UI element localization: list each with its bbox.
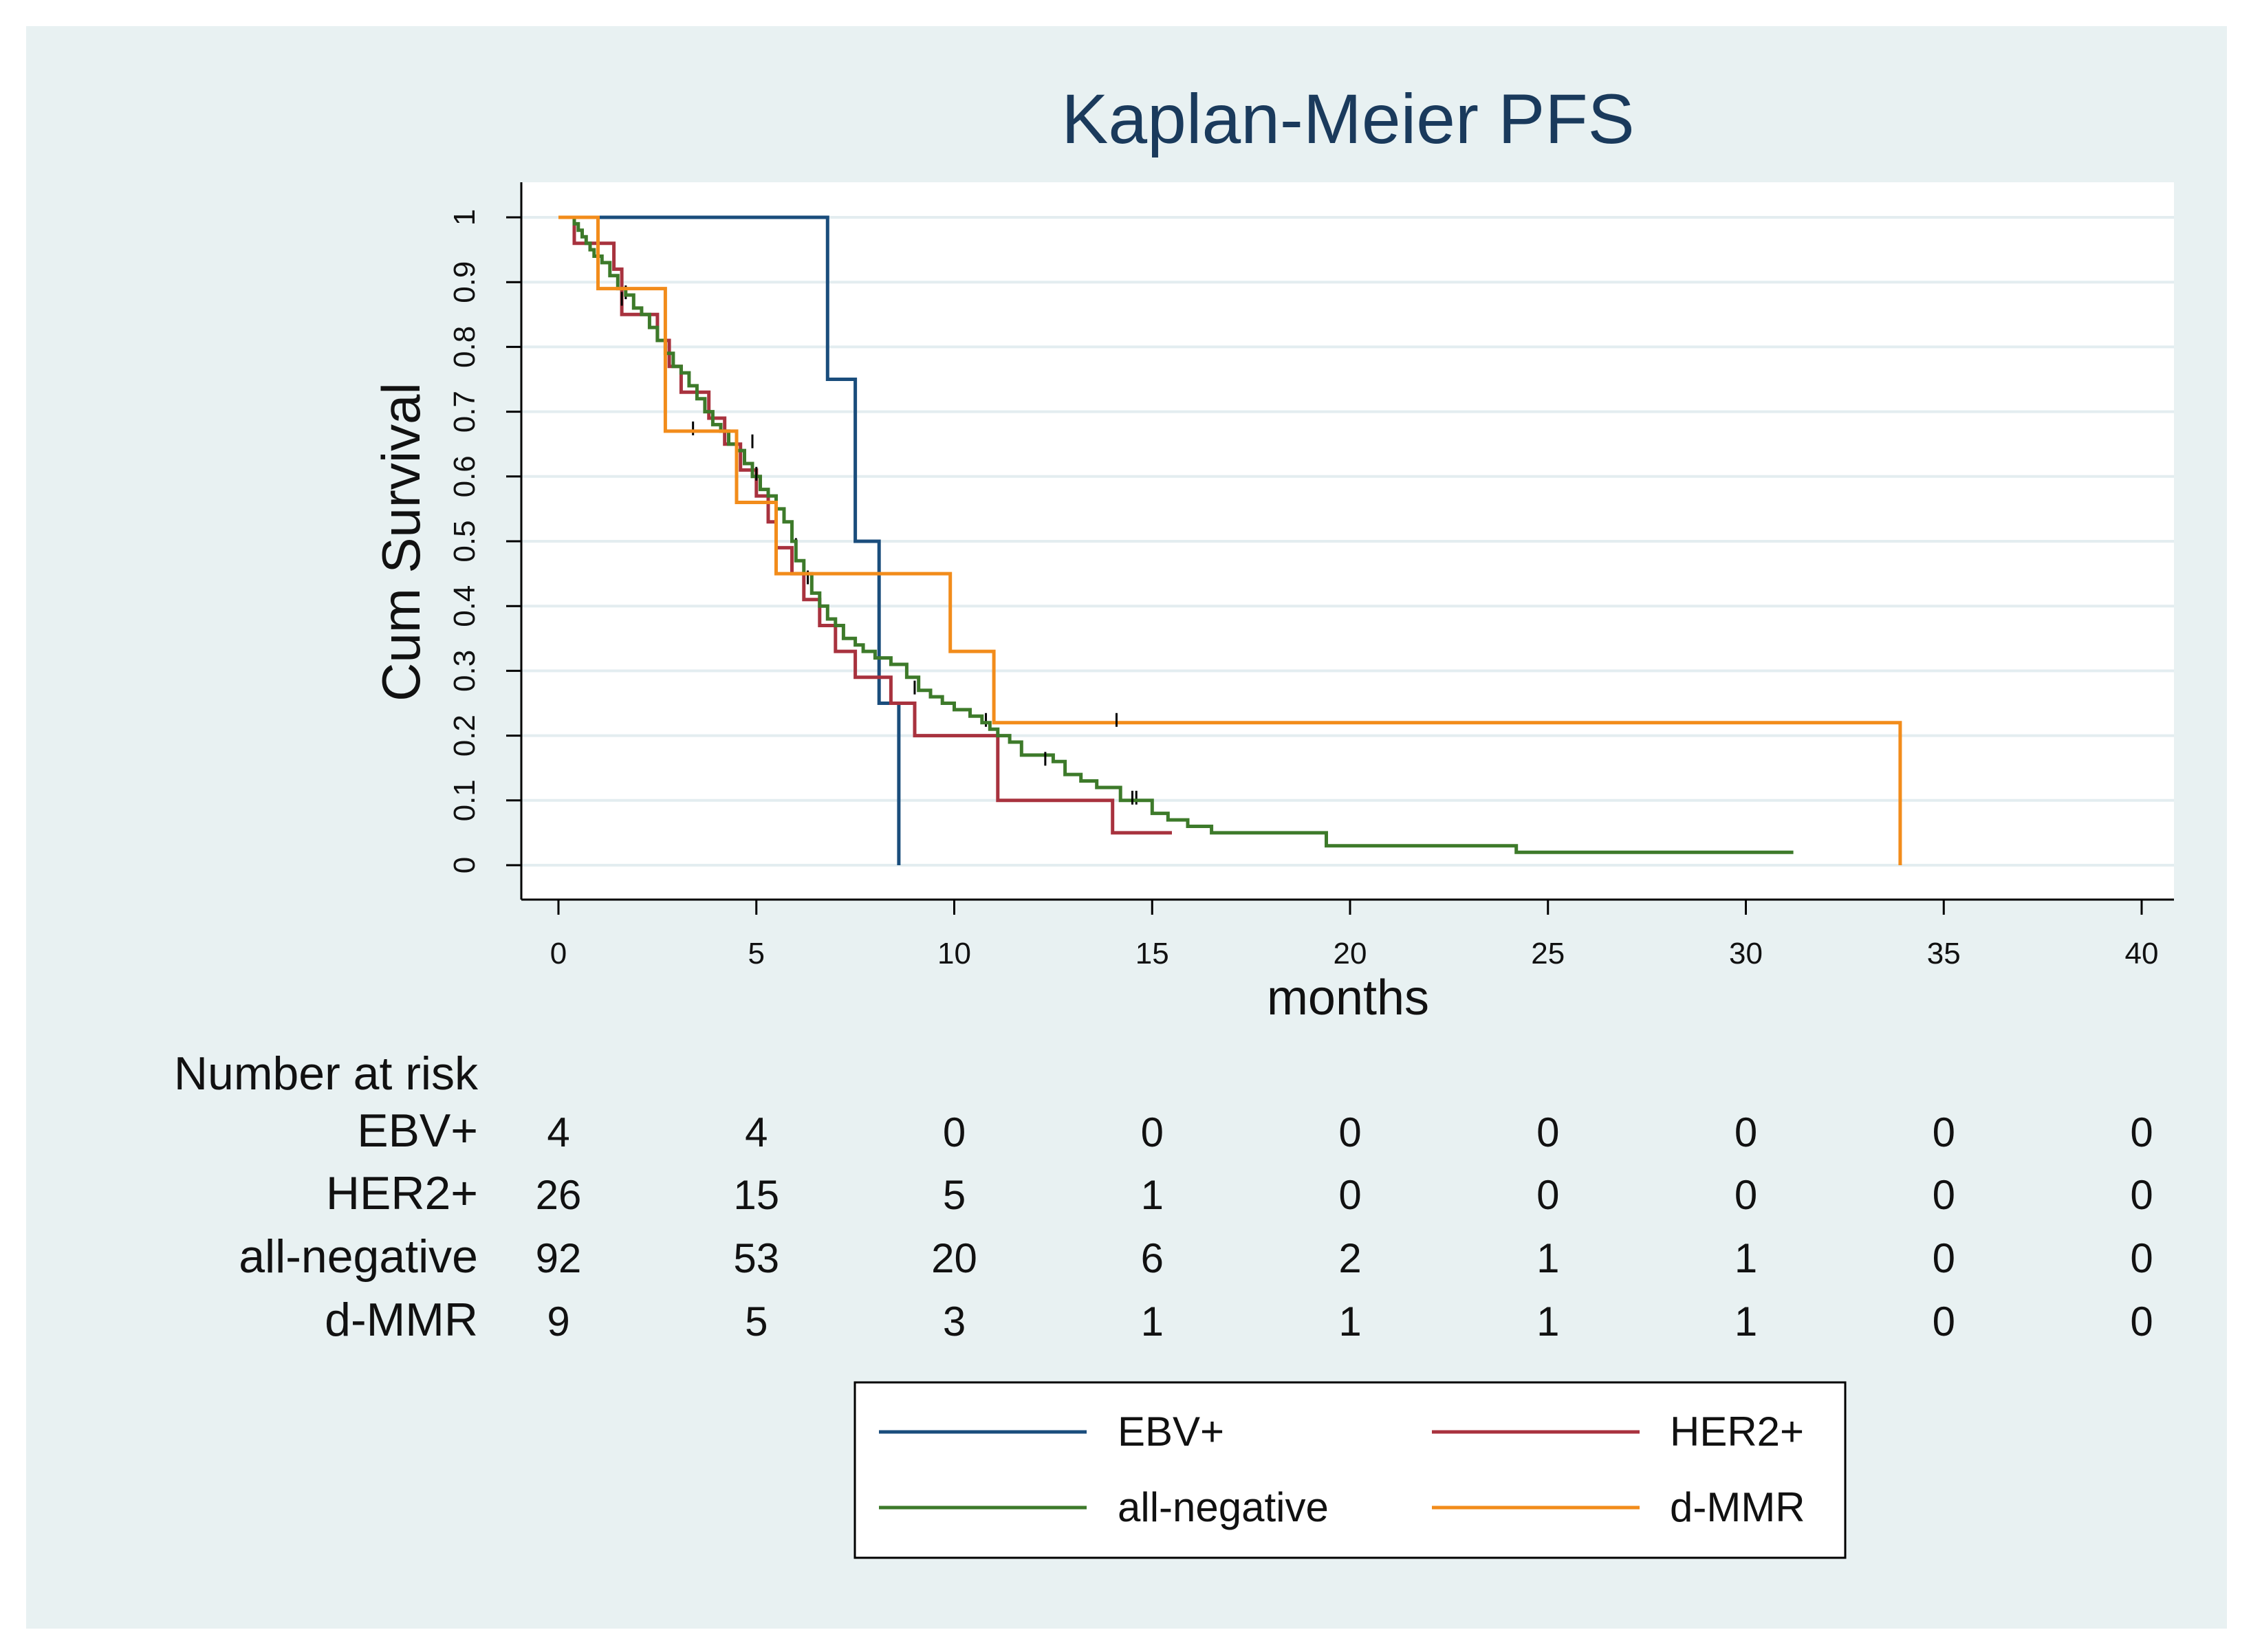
risk-value: 92 — [536, 1235, 582, 1281]
risk-value: 53 — [733, 1235, 779, 1281]
risk-value: 1 — [1536, 1235, 1559, 1281]
y-tick-label: 0.4 — [448, 585, 481, 627]
risk-value: 5 — [745, 1298, 768, 1345]
risk-row-label-her2: HER2+ — [326, 1167, 478, 1219]
legend: EBV+ HER2+ all-negative d-MMR — [853, 1381, 1847, 1559]
y-tick-label: 0.6 — [448, 455, 481, 497]
x-tick-label: 40 — [2125, 937, 2159, 970]
risk-value: 1 — [1141, 1298, 1164, 1345]
x-tick-label: 0 — [550, 937, 567, 970]
risk-value: 0 — [1735, 1172, 1757, 1218]
y-tick-label: 0.1 — [448, 779, 481, 821]
y-tick-label: 0.5 — [448, 520, 481, 562]
risk-value: 0 — [2130, 1172, 2153, 1218]
y-tick-label: 0.2 — [448, 715, 481, 757]
risk-value: 20 — [931, 1235, 977, 1281]
risk-value: 6 — [1141, 1235, 1164, 1281]
risk-value: 4 — [745, 1109, 768, 1155]
y-tick-label: 0.9 — [448, 261, 481, 303]
risk-value: 0 — [1338, 1172, 1361, 1218]
risk-value: 5 — [943, 1172, 966, 1218]
risk-value: 0 — [1933, 1235, 1955, 1281]
risk-value: 0 — [1735, 1109, 1757, 1155]
x-tick-labels: 0 5 10 15 20 25 30 35 40 — [550, 937, 2159, 970]
risk-value: 0 — [2130, 1109, 2153, 1155]
legend-label-all-negative: all-negative — [1118, 1484, 1329, 1530]
x-tick-label: 25 — [1531, 937, 1565, 970]
x-tick-label: 20 — [1334, 937, 1367, 970]
risk-value: 15 — [733, 1172, 779, 1218]
risk-row-label-all-negative: all-negative — [239, 1230, 478, 1283]
x-tick-label: 35 — [1927, 937, 1961, 970]
risk-value: 0 — [2130, 1235, 2153, 1281]
risk-value: 0 — [1141, 1109, 1164, 1155]
chart-title: Kaplan-Meier PFS — [1061, 80, 1634, 158]
x-tick-label: 5 — [748, 937, 765, 970]
y-tick-label: 0.3 — [448, 650, 481, 692]
y-tick-label: 0.8 — [448, 326, 481, 368]
risk-value: 1 — [1141, 1172, 1164, 1218]
risk-table-header: Number at risk — [174, 1047, 479, 1100]
risk-value: 0 — [1933, 1109, 1955, 1155]
axes — [506, 182, 2174, 915]
risk-value: 2 — [1338, 1235, 1361, 1281]
y-tick-label: 0 — [448, 857, 481, 873]
curve-d-mmr — [558, 215, 1902, 865]
risk-value: 26 — [536, 1172, 582, 1218]
risk-value: 1 — [1338, 1298, 1361, 1345]
legend-label-d-mmr: d-MMR — [1670, 1484, 1805, 1530]
risk-value: 0 — [2130, 1298, 2153, 1345]
y-axis-label: Cum Survival — [371, 382, 431, 702]
risk-value: 0 — [1933, 1172, 1955, 1218]
curve-all-negative — [570, 215, 1794, 854]
risk-value: 1 — [1536, 1298, 1559, 1345]
risk-value: 1 — [1735, 1235, 1757, 1281]
risk-value: 9 — [547, 1298, 569, 1345]
y-tick-label: 1 — [448, 209, 481, 226]
risk-value: 0 — [1536, 1109, 1559, 1155]
legend-label-ebv: EBV+ — [1118, 1409, 1224, 1455]
risk-value: 1 — [1735, 1298, 1757, 1345]
survival-curves — [558, 215, 1902, 865]
risk-row-label-d-mmr: d-MMR — [325, 1294, 478, 1346]
curve-her2 — [562, 215, 1172, 835]
x-tick-label: 30 — [1729, 937, 1763, 970]
risk-value: 0 — [1933, 1298, 1955, 1345]
risk-value: 4 — [547, 1109, 569, 1155]
y-tick-label: 0.7 — [448, 391, 481, 433]
risk-row-label-ebv: EBV+ — [357, 1105, 478, 1157]
legend-label-her2: HER2+ — [1670, 1409, 1804, 1455]
x-axis-label: months — [1267, 970, 1429, 1025]
x-tick-label: 10 — [937, 937, 971, 970]
risk-value: 0 — [943, 1109, 966, 1155]
risk-value: 0 — [1338, 1109, 1361, 1155]
risk-value: 0 — [1536, 1172, 1559, 1218]
x-tick-label: 15 — [1135, 937, 1169, 970]
legend-box — [853, 1381, 1847, 1559]
y-tick-labels: 0 0.1 0.2 0.3 0.4 0.5 0.6 0.7 0.8 0.9 1 — [448, 209, 481, 873]
risk-value: 3 — [943, 1298, 966, 1345]
